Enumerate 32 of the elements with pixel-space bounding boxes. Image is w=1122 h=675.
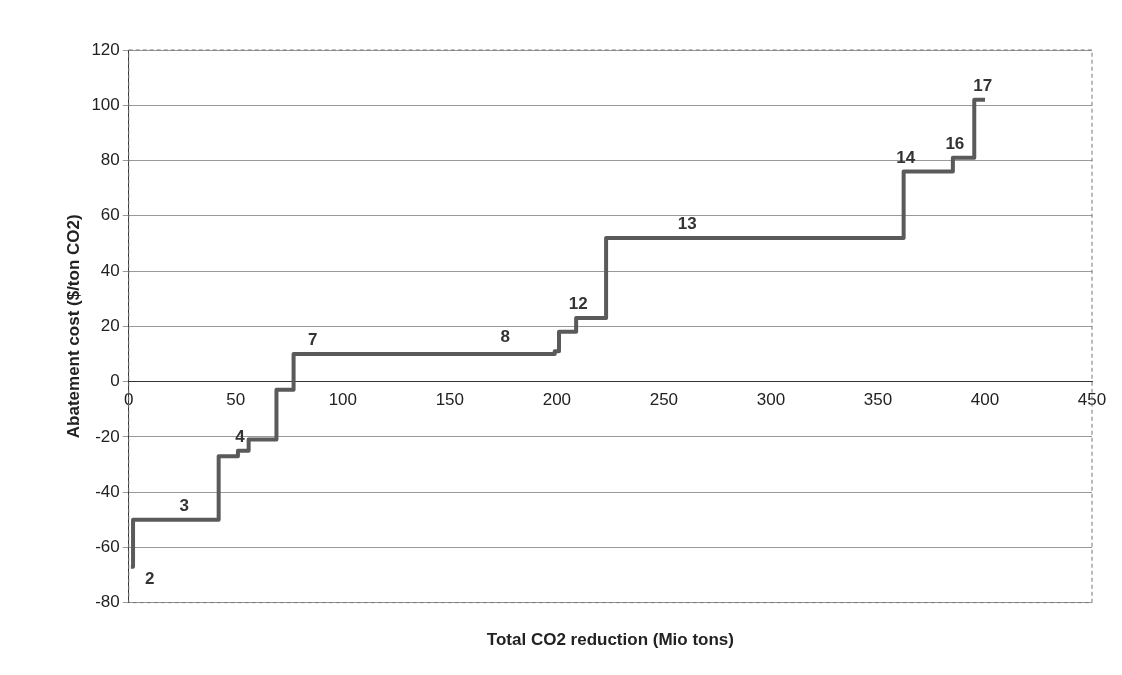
y-tick-label: 80 bbox=[100, 150, 120, 170]
x-tick-label: 150 bbox=[435, 390, 465, 410]
annotation: 3 bbox=[179, 495, 190, 515]
annotation: 14 bbox=[896, 147, 916, 167]
x-tick-label: 400 bbox=[970, 390, 1000, 410]
annotation: 2 bbox=[145, 568, 155, 588]
y-tick-label: 120 bbox=[91, 39, 120, 59]
annotation: 4 bbox=[235, 426, 246, 446]
annotation: 12 bbox=[568, 294, 588, 314]
y-tick-label: 20 bbox=[100, 315, 120, 335]
y-tick-label: 60 bbox=[100, 205, 120, 225]
x-tick-label: 350 bbox=[863, 390, 893, 410]
x-tick-label: 450 bbox=[1077, 390, 1107, 410]
y-tick-label: -40 bbox=[95, 481, 120, 501]
y-tick-label: -60 bbox=[95, 537, 120, 557]
y-tick-label: 40 bbox=[100, 260, 120, 280]
x-tick-label: 300 bbox=[756, 390, 786, 410]
x-tick-label: 100 bbox=[328, 390, 357, 410]
y-tick-label: -20 bbox=[95, 426, 120, 446]
annotation: 8 bbox=[500, 327, 511, 347]
y-axis-title: Abatement cost ($/ton CO2) bbox=[63, 214, 83, 439]
y-tick-label: 0 bbox=[110, 371, 120, 391]
x-axis-title: Total CO2 reduction (Mio tons) bbox=[486, 630, 734, 650]
x-tick-label: 250 bbox=[649, 390, 679, 410]
annotation: 13 bbox=[677, 214, 697, 234]
y-tick-label: -80 bbox=[95, 592, 120, 612]
annotation: 16 bbox=[945, 133, 965, 153]
x-tick-label: 200 bbox=[542, 390, 572, 410]
x-tick-label: 50 bbox=[226, 390, 246, 410]
annotation: 7 bbox=[307, 330, 318, 350]
y-tick-label: 100 bbox=[91, 94, 120, 114]
annotation: 17 bbox=[973, 75, 993, 95]
